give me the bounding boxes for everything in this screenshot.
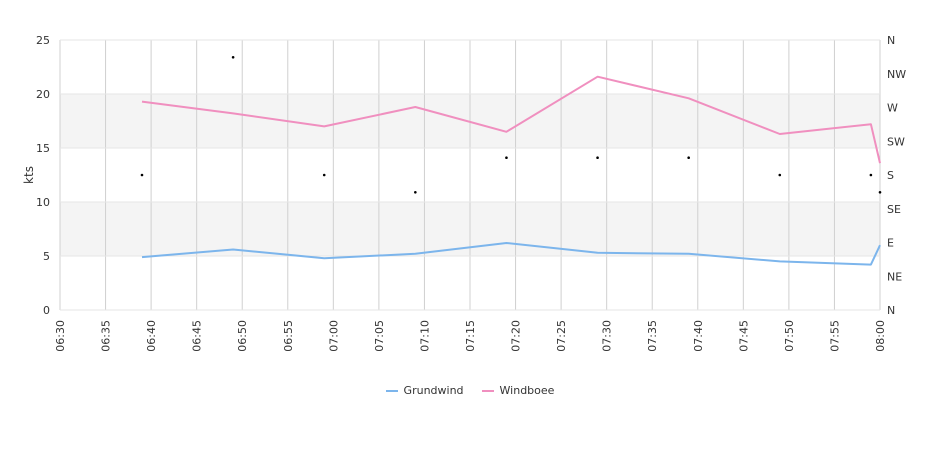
y2-tick-label: W	[887, 102, 898, 115]
legend-item-grundwind[interactable]: Grundwind	[385, 384, 464, 397]
y2-axis: N NE E SE S SW W NW N	[887, 34, 906, 317]
x-tick-label: 07:30	[601, 320, 614, 352]
direction-point	[778, 173, 782, 177]
x-tick-label: 08:00	[874, 320, 887, 352]
series-layer	[141, 75, 881, 266]
y2-tick-label: SE	[887, 203, 901, 216]
direction-point	[596, 156, 599, 160]
y-axis-label: kts	[22, 166, 36, 184]
x-tick-label: 06:35	[100, 320, 113, 352]
y2-tick-label: NW	[887, 68, 906, 81]
y-tick-label: 5	[43, 250, 50, 263]
y2-tick-label: SW	[887, 135, 905, 148]
y2-tick-label: NE	[887, 270, 902, 283]
x-tick-label: 06:50	[236, 320, 249, 352]
direction-point	[231, 55, 235, 59]
x-tick-label: 06:40	[145, 320, 158, 352]
direction-point	[414, 190, 417, 194]
y2-tick-label: E	[887, 237, 894, 250]
x-tick-label: 07:55	[828, 320, 841, 352]
direction-point	[505, 156, 508, 160]
y-tick-label: 10	[36, 196, 50, 209]
direction-point	[687, 156, 690, 160]
x-tick-label: 06:55	[282, 320, 295, 352]
x-tick-label: 07:10	[418, 320, 431, 352]
y-axis: 0 5 10 15 20 25	[36, 34, 50, 317]
x-tick-label: 07:00	[327, 320, 340, 352]
wind-chart: 0 5 10 15 20 25 N NE E SE S SW W NW N 06:30 06:35 06:40…	[22, 34, 906, 352]
series-line-grundwind	[141, 242, 881, 266]
x-tick-label: 07:05	[373, 320, 386, 352]
x-tick-label: 07:25	[555, 320, 568, 352]
y2-tick-label: S	[887, 169, 894, 182]
x-tick-label: 07:40	[692, 320, 705, 352]
legend-label: Grundwind	[403, 384, 464, 397]
direction-points	[140, 55, 882, 194]
direction-point	[869, 173, 873, 177]
direction-point	[322, 173, 326, 177]
y2-tick-label: N	[887, 34, 895, 47]
y-tick-label: 25	[36, 34, 50, 47]
legend-item-windboee[interactable]: Windboee	[481, 384, 555, 397]
legend: Grundwind Windboee	[0, 384, 940, 397]
y-tick-label: 0	[43, 304, 50, 317]
x-tick-label: 07:45	[737, 320, 750, 352]
series-line-windboee	[141, 75, 881, 164]
legend-label: Windboee	[499, 384, 555, 397]
x-tick-label: 07:35	[646, 320, 659, 352]
x-tick-label: 06:30	[54, 320, 67, 352]
legend-swatch	[481, 389, 494, 392]
x-tick-label: 07:50	[783, 320, 796, 352]
y2-tick-label: N	[887, 304, 895, 317]
x-tick-label: 07:15	[464, 320, 477, 352]
direction-point	[878, 190, 882, 194]
grid-lines	[59, 39, 881, 311]
x-axis: 06:30 06:35 06:40 06:45 06:50 06:55 07:00 07:05…	[54, 320, 887, 352]
y-tick-label: 15	[36, 142, 50, 155]
x-tick-label: 06:45	[191, 320, 204, 352]
x-tick-label: 07:20	[510, 320, 523, 352]
legend-swatch	[385, 389, 398, 392]
direction-point	[140, 173, 144, 177]
y-tick-label: 20	[36, 88, 50, 101]
